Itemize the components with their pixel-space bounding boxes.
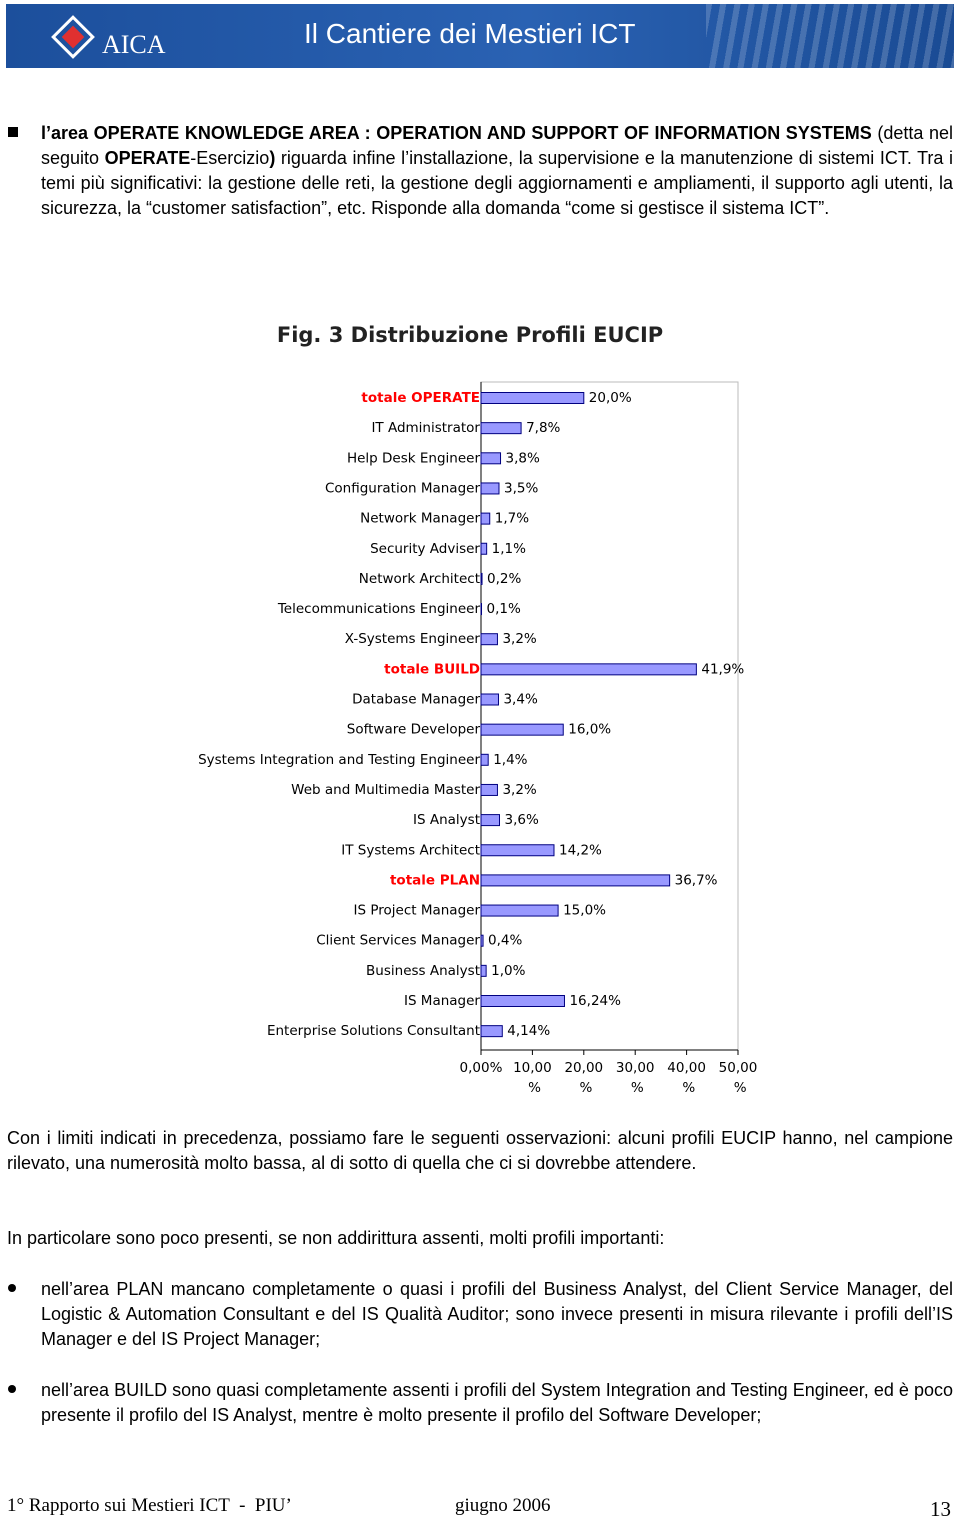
data-label: 1,7% <box>495 511 529 527</box>
bar <box>480 603 483 616</box>
y-tick-label: Systems Integration and Testing Engineer <box>198 752 480 768</box>
x-tick-label: 40,00 % <box>667 1060 706 1096</box>
x-tick-label: 50,00 % <box>719 1060 758 1096</box>
text: (detta nel seguito <box>41 123 953 168</box>
data-label: 7,8% <box>526 420 560 436</box>
bar <box>480 452 502 465</box>
bar <box>480 663 697 676</box>
y-tick-label: totale PLAN <box>390 872 480 888</box>
bullet-item: nell’area PLAN mancano completamente o q… <box>41 1279 953 1349</box>
bar <box>480 904 559 917</box>
bullet-dot <box>8 1284 16 1292</box>
y-tick-label: IS Analyst <box>413 812 480 828</box>
y-tick-label: Security Adviser <box>370 541 480 557</box>
data-label: 0,2% <box>487 571 521 587</box>
intro-paragraph: l’area OPERATE KNOWLEDGE AREA : OPERATIO… <box>41 121 953 221</box>
data-label: 3,8% <box>506 450 540 466</box>
bar <box>480 783 498 796</box>
bar <box>480 633 498 646</box>
y-tick-label: Software Developer <box>347 722 481 738</box>
y-tick-label: IS Project Manager <box>354 903 481 919</box>
x-tick-label: 30,00 % <box>616 1060 655 1096</box>
footer-date: giugno 2006 <box>455 1495 551 1516</box>
bar <box>480 1025 503 1038</box>
data-label: 41,9% <box>701 661 744 677</box>
data-label: 3,4% <box>503 692 537 708</box>
x-tick-label: 0,00% <box>460 1060 503 1076</box>
header-decoration <box>706 4 954 68</box>
y-tick-label: Client Services Manager <box>316 933 480 949</box>
data-label: 1,0% <box>491 963 525 979</box>
data-label: 16,0% <box>568 722 611 738</box>
bullet-item: nell’area BUILD sono quasi completamente… <box>41 1380 953 1425</box>
y-tick-label: X-Systems Engineer <box>345 631 481 647</box>
footer-text: 1° Rapporto sui Mestieri ICT - PIU’ <box>7 1495 292 1516</box>
bar <box>480 814 501 827</box>
y-tick-label: Telecommunications Engineer <box>277 601 481 617</box>
data-label: 1,4% <box>493 752 527 768</box>
y-tick-label: totale OPERATE <box>361 390 480 406</box>
text: l’area OPERATE KNOWLEDGE AREA : OPERATIO… <box>41 123 872 143</box>
y-tick-label: Network Architect <box>359 571 480 587</box>
chart-title: Fig. 3 Distribuzione Profili EUCIP <box>277 323 663 347</box>
bar <box>480 693 499 706</box>
text: OPERATE <box>104 148 191 168</box>
data-label: 0,4% <box>488 933 522 949</box>
y-tick-label: Database Manager <box>352 692 480 708</box>
y-tick-label: IT Systems Architect <box>341 842 480 858</box>
x-tick-label: 10,00 % <box>513 1060 552 1096</box>
chart: Fig. 3 Distribuzione Profili EUCIP 0,00%… <box>198 323 758 1096</box>
data-label: 0,1% <box>487 601 521 617</box>
bar <box>480 964 487 977</box>
y-tick-label: Enterprise Solutions Consultant <box>267 1023 480 1039</box>
data-label: 3,2% <box>502 782 536 798</box>
y-tick-label: Configuration Manager <box>325 480 480 496</box>
data-label: 15,0% <box>563 903 606 919</box>
y-tick-label: IS Manager <box>404 993 480 1009</box>
y-tick-label: Help Desk Engineer <box>347 450 480 466</box>
logo-icon <box>51 15 95 59</box>
page-number: 13 <box>930 1497 951 1521</box>
bar <box>480 542 488 555</box>
bar <box>480 753 489 766</box>
bar <box>480 512 491 525</box>
text: ) <box>269 148 276 168</box>
y-tick-label: Network Manager <box>360 511 480 527</box>
data-label: 20,0% <box>589 390 632 406</box>
data-label: 14,2% <box>559 842 602 858</box>
y-tick-label: Business Analyst <box>366 963 480 979</box>
data-label: 36,7% <box>675 872 718 888</box>
text: -Esercizio <box>190 148 270 168</box>
bar <box>480 995 565 1007</box>
bullet-dot <box>8 1385 16 1393</box>
logo-text: AICA <box>102 30 166 59</box>
data-label: 1,1% <box>492 541 526 557</box>
bar <box>480 934 484 947</box>
y-tick-label: totale BUILD <box>384 661 480 677</box>
bar <box>480 422 522 435</box>
data-label: 3,2% <box>502 631 536 647</box>
bar <box>480 482 500 495</box>
bar <box>480 392 585 404</box>
data-label: 3,5% <box>504 480 538 496</box>
paragraph: In particolare sono poco presenti, se no… <box>7 1228 665 1248</box>
bar <box>480 844 555 857</box>
data-label: 4,14% <box>507 1023 550 1039</box>
y-tick-label: Web and Multimedia Master <box>291 782 480 798</box>
x-tick-label: 20,00 % <box>564 1060 603 1096</box>
header-title: Il Cantiere dei Mestieri ICT <box>304 18 636 49</box>
data-label: 3,6% <box>505 812 539 828</box>
y-tick-label: IT Administrator <box>371 420 480 436</box>
bar <box>480 874 671 887</box>
text: riguarda infine l’installazione, la supe… <box>41 148 953 218</box>
header-banner: AICA Il Cantiere dei Mestieri ICT <box>6 4 954 68</box>
paragraph: Con i limiti indicati in precedenza, pos… <box>7 1128 953 1173</box>
bar <box>480 723 564 736</box>
bullet-square <box>8 127 18 137</box>
bar <box>480 572 483 585</box>
data-label: 16,24% <box>569 993 621 1009</box>
